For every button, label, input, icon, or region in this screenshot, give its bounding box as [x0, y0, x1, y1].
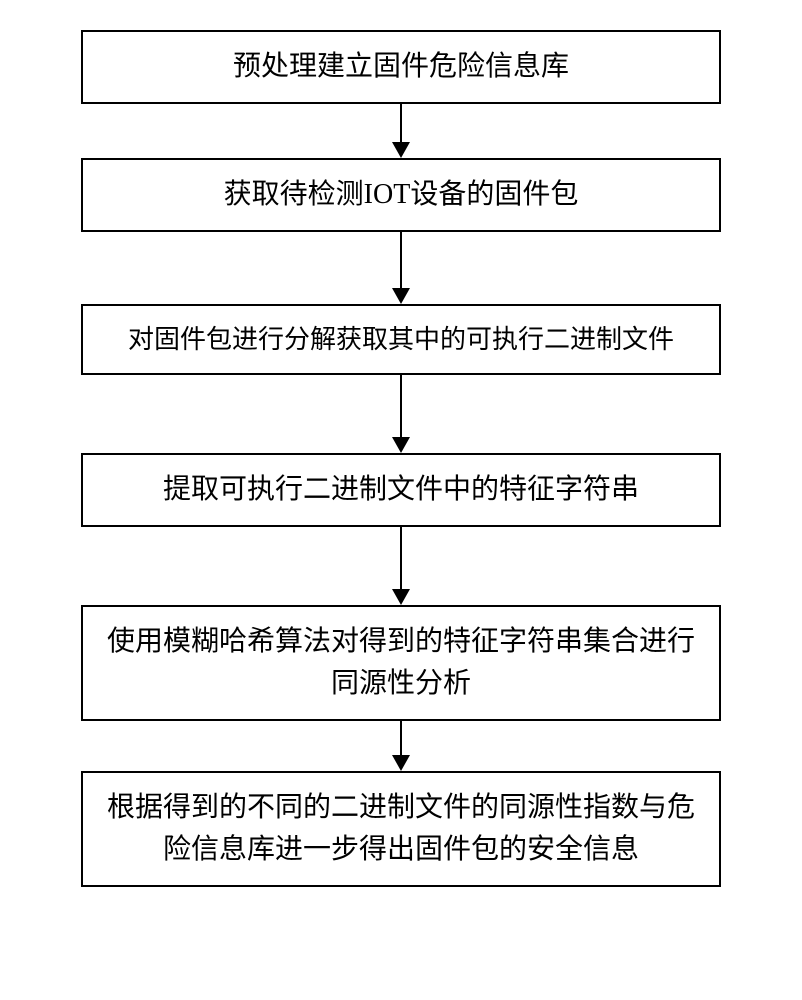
flow-node-4-label: 提取可执行二进制文件中的特征字符串 [163, 469, 639, 511]
flow-node-3: 对固件包进行分解获取其中的可执行二进制文件 [81, 304, 721, 375]
flowchart-container: 预处理建立固件危险信息库 获取待检测IOT设备的固件包 对固件包进行分解获取其中… [0, 0, 802, 917]
flow-node-2-label: 获取待检测IOT设备的固件包 [224, 174, 579, 216]
flow-node-1-label: 预处理建立固件危险信息库 [233, 46, 569, 88]
flow-arrow-2 [392, 232, 410, 304]
flow-node-3-label: 对固件包进行分解获取其中的可执行二进制文件 [128, 320, 674, 359]
flow-node-4: 提取可执行二进制文件中的特征字符串 [81, 453, 721, 527]
arrow-line [400, 721, 402, 755]
flow-node-6-label: 根据得到的不同的二进制文件的同源性指数与危险信息库进一步得出固件包的安全信息 [103, 787, 699, 871]
arrow-line [400, 232, 402, 288]
flow-arrow-1 [392, 104, 410, 158]
flow-arrow-4 [392, 527, 410, 605]
flow-node-5: 使用模糊哈希算法对得到的特征字符串集合进行同源性分析 [81, 605, 721, 721]
arrow-line [400, 104, 402, 142]
arrow-head-icon [392, 589, 410, 605]
arrow-head-icon [392, 437, 410, 453]
flow-node-5-label: 使用模糊哈希算法对得到的特征字符串集合进行同源性分析 [103, 621, 699, 705]
arrow-head-icon [392, 142, 410, 158]
flow-node-6: 根据得到的不同的二进制文件的同源性指数与危险信息库进一步得出固件包的安全信息 [81, 771, 721, 887]
flow-node-2: 获取待检测IOT设备的固件包 [81, 158, 721, 232]
flow-arrow-3 [392, 375, 410, 453]
flow-node-1: 预处理建立固件危险信息库 [81, 30, 721, 104]
arrow-line [400, 375, 402, 437]
arrow-head-icon [392, 288, 410, 304]
arrow-head-icon [392, 755, 410, 771]
flow-arrow-5 [392, 721, 410, 771]
arrow-line [400, 527, 402, 589]
